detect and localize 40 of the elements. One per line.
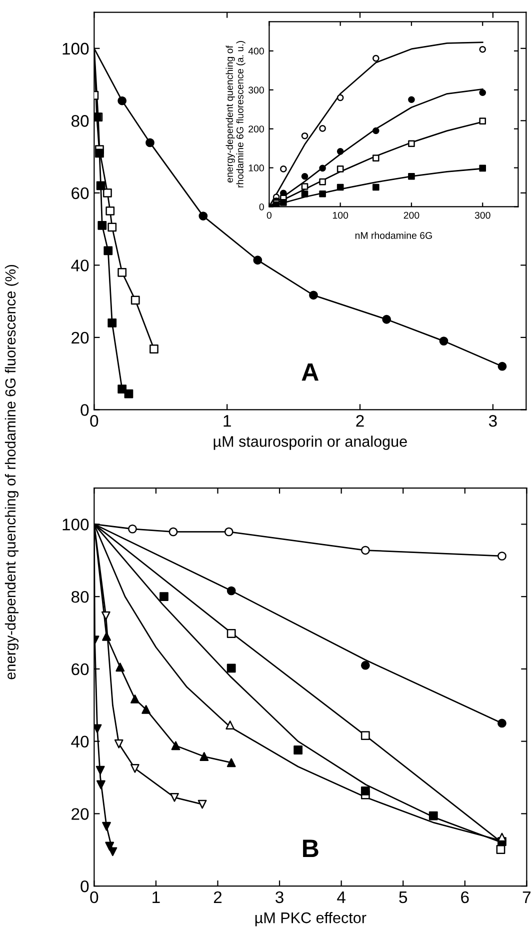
x-tick-label: 0 (266, 212, 272, 219)
x-tick-label: 1 (224, 415, 231, 427)
annotation: A (302, 363, 319, 381)
x-tick-label: 0 (90, 891, 98, 904)
y-tick-label: 0 (80, 404, 89, 416)
y-axis-title: energy-dependent quenching of rhodamine 6G fluorescence (a. u.) (226, 41, 246, 188)
annotation: B (303, 840, 318, 857)
x-tick-label: 300 (474, 212, 490, 219)
x-tick-label: 200 (404, 212, 420, 219)
y-tick-label: 80 (71, 115, 89, 127)
y-tick-label: 200 (248, 126, 264, 132)
x-axis-title: µM staurosporin or analogue (214, 436, 407, 450)
x-tick-label: 2 (356, 414, 364, 427)
x-tick-label: 5 (399, 892, 408, 904)
y-tick-label: 400 (248, 48, 264, 55)
y-tick-label: 40 (71, 260, 89, 272)
y-axis-title: energy-dependent quenching of rhodamine 6G fluorescence (%) (4, 264, 18, 680)
y-tick-label: 0 (80, 880, 89, 892)
y-tick-label: 100 (248, 164, 264, 172)
x-tick-label: 7 (522, 892, 530, 903)
y-tick-label: 20 (72, 808, 89, 820)
x-tick-label: 0 (90, 414, 98, 427)
y-tick-label: 100 (62, 42, 89, 55)
y-tick-label: 80 (71, 590, 89, 603)
x-axis-title: nM rhodamine 6G (355, 232, 432, 239)
y-tick-label: 300 (248, 86, 264, 94)
x-tick-label: 100 (332, 212, 348, 219)
y-tick-label: 100 (62, 518, 89, 530)
x-axis-title: µM PKC effector (255, 912, 366, 926)
y-tick-label: 20 (72, 332, 89, 344)
x-tick-label: 2 (214, 891, 222, 903)
x-tick-label: 6 (461, 891, 469, 904)
x-tick-label: 1 (152, 892, 160, 903)
x-tick-label: 3 (276, 891, 284, 904)
y-tick-label: 60 (72, 187, 89, 200)
y-tick-label: 60 (72, 663, 89, 676)
x-tick-label: 4 (337, 892, 346, 903)
x-tick-label: 3 (488, 414, 497, 427)
y-tick-label: 40 (71, 736, 89, 748)
y-tick-label: 0 (259, 203, 264, 210)
